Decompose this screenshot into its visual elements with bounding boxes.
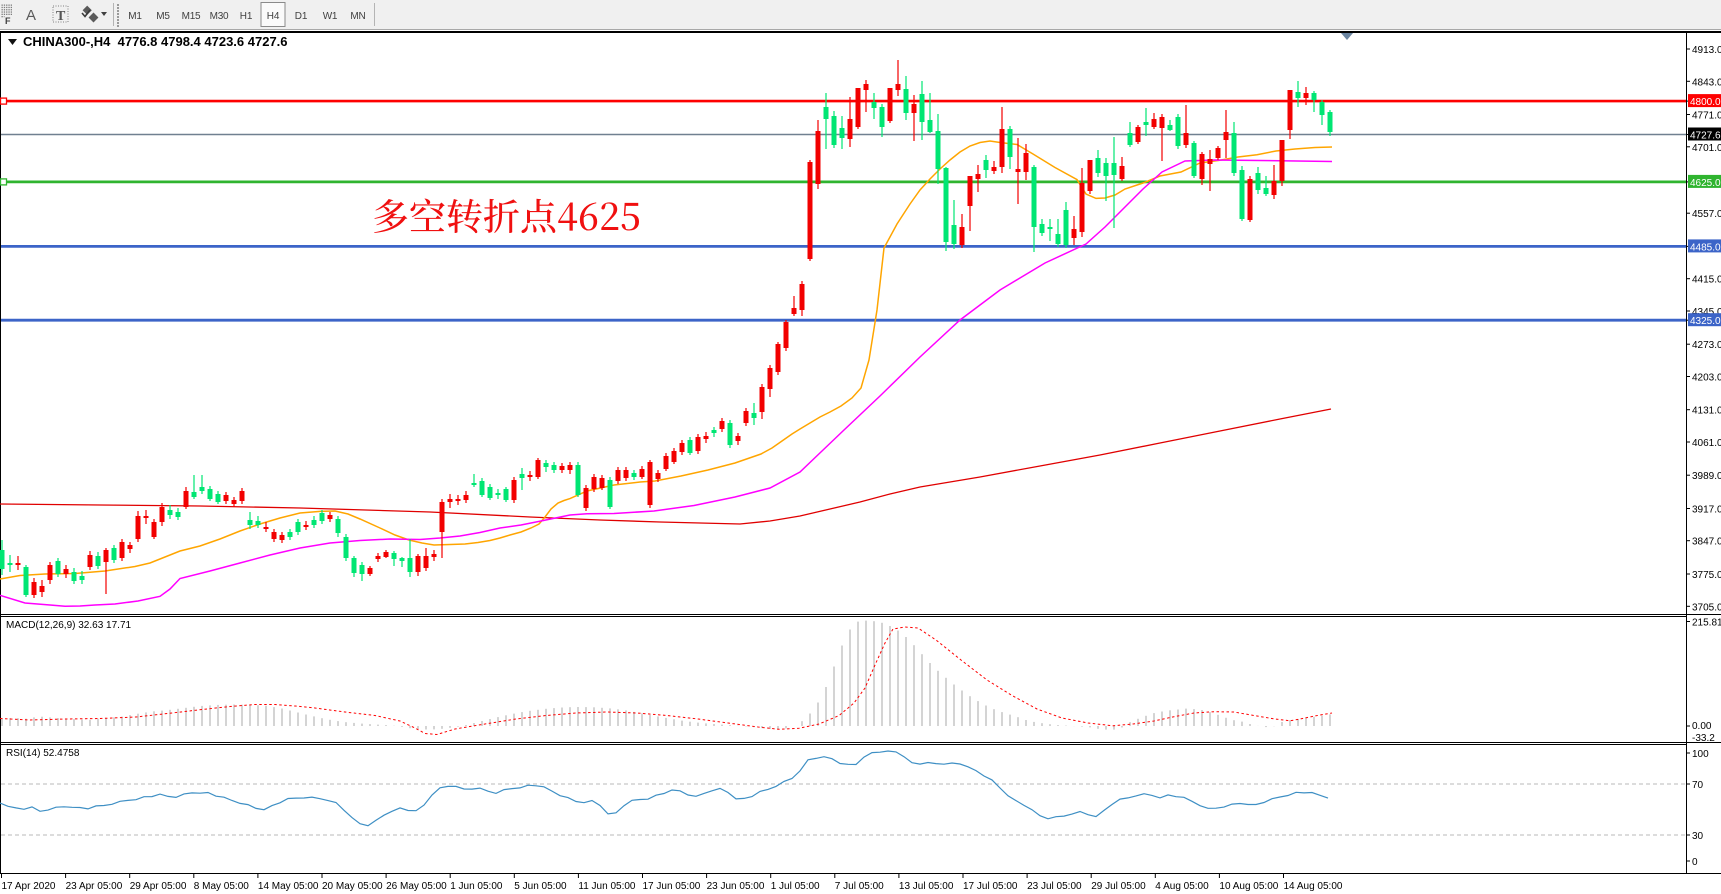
svg-text:T: T: [56, 9, 66, 24]
svg-text:3989.0: 3989.0: [1692, 471, 1721, 482]
svg-text:F: F: [5, 16, 11, 26]
svg-text:23 Jun 05:00: 23 Jun 05:00: [707, 881, 765, 892]
svg-text:13 Jul 05:00: 13 Jul 05:00: [899, 881, 954, 892]
svg-text:23 Apr 05:00: 23 Apr 05:00: [66, 881, 123, 892]
svg-text:0: 0: [1692, 857, 1698, 868]
svg-text:H4: H4: [267, 11, 280, 22]
svg-text:4557.0: 4557.0: [1692, 209, 1721, 220]
svg-text:8 May 05:00: 8 May 05:00: [194, 881, 249, 892]
svg-text:29 Apr 05:00: 29 Apr 05:00: [130, 881, 187, 892]
svg-text:14 Aug 05:00: 14 Aug 05:00: [1284, 881, 1343, 892]
svg-text:MACD(12,26,9) 32.63 17.71: MACD(12,26,9) 32.63 17.71: [6, 620, 132, 631]
svg-text:1 Jul 05:00: 1 Jul 05:00: [771, 881, 820, 892]
svg-text:100: 100: [1692, 749, 1709, 760]
svg-text:29 Jul 05:00: 29 Jul 05:00: [1091, 881, 1146, 892]
svg-text:4800.0: 4800.0: [1690, 97, 1721, 108]
svg-text:4485.0: 4485.0: [1690, 242, 1721, 253]
svg-text:4 Aug 05:00: 4 Aug 05:00: [1155, 881, 1209, 892]
svg-text:215.81: 215.81: [1692, 618, 1721, 629]
svg-text:1 Jun 05:00: 1 Jun 05:00: [450, 881, 503, 892]
svg-text:20 May 05:00: 20 May 05:00: [322, 881, 383, 892]
svg-text:D1: D1: [295, 11, 308, 22]
svg-text:CHINA300-,H4 4776.8 4798.4 47: CHINA300-,H4 4776.8 4798.4 4723.6 4727.6: [23, 34, 288, 49]
svg-text:7 Jul 05:00: 7 Jul 05:00: [835, 881, 884, 892]
svg-text:4625.0: 4625.0: [1690, 178, 1721, 189]
svg-text:4061.0: 4061.0: [1692, 438, 1721, 449]
svg-text:4415.0: 4415.0: [1692, 275, 1721, 286]
svg-text:4843.0: 4843.0: [1692, 77, 1721, 88]
svg-text:MN: MN: [350, 11, 365, 22]
svg-text:26 May 05:00: 26 May 05:00: [386, 881, 447, 892]
svg-text:17 Jul 05:00: 17 Jul 05:00: [963, 881, 1018, 892]
svg-text:4203.0: 4203.0: [1692, 373, 1721, 384]
svg-text:0.00: 0.00: [1692, 721, 1712, 732]
svg-text:4701.0: 4701.0: [1692, 143, 1721, 154]
svg-text:M30: M30: [210, 11, 229, 22]
svg-text:4771.0: 4771.0: [1692, 111, 1721, 122]
svg-text:17 Apr 2020: 17 Apr 2020: [2, 881, 56, 892]
svg-text:14 May 05:00: 14 May 05:00: [258, 881, 319, 892]
svg-text:3917.0: 3917.0: [1692, 505, 1721, 516]
svg-text:4325.0: 4325.0: [1690, 316, 1721, 327]
svg-text:-33.2: -33.2: [1692, 733, 1715, 744]
svg-text:4131.0: 4131.0: [1692, 406, 1721, 417]
svg-text:M15: M15: [182, 11, 201, 22]
svg-text:M1: M1: [128, 11, 142, 22]
svg-text:4345.0: 4345.0: [1692, 307, 1721, 318]
svg-text:M5: M5: [156, 11, 170, 22]
svg-text:W1: W1: [323, 11, 338, 22]
svg-text:3775.0: 3775.0: [1692, 570, 1721, 581]
svg-text:3705.0: 3705.0: [1692, 602, 1721, 613]
svg-text:23 Jul 05:00: 23 Jul 05:00: [1027, 881, 1082, 892]
svg-text:5 Jun 05:00: 5 Jun 05:00: [514, 881, 567, 892]
svg-text:A: A: [26, 7, 36, 24]
svg-text:4913.0: 4913.0: [1692, 45, 1721, 56]
svg-text:30: 30: [1692, 831, 1704, 842]
svg-text:3847.0: 3847.0: [1692, 537, 1721, 548]
svg-text:4727.6: 4727.6: [1690, 131, 1721, 142]
svg-text:70: 70: [1692, 780, 1704, 791]
svg-text:H1: H1: [240, 11, 253, 22]
svg-text:10 Aug 05:00: 10 Aug 05:00: [1219, 881, 1278, 892]
svg-text:17 Jun 05:00: 17 Jun 05:00: [643, 881, 701, 892]
svg-text:RSI(14) 52.4758: RSI(14) 52.4758: [6, 748, 80, 759]
svg-text:11 Jun 05:00: 11 Jun 05:00: [578, 881, 636, 892]
svg-text:4273.0: 4273.0: [1692, 340, 1721, 351]
